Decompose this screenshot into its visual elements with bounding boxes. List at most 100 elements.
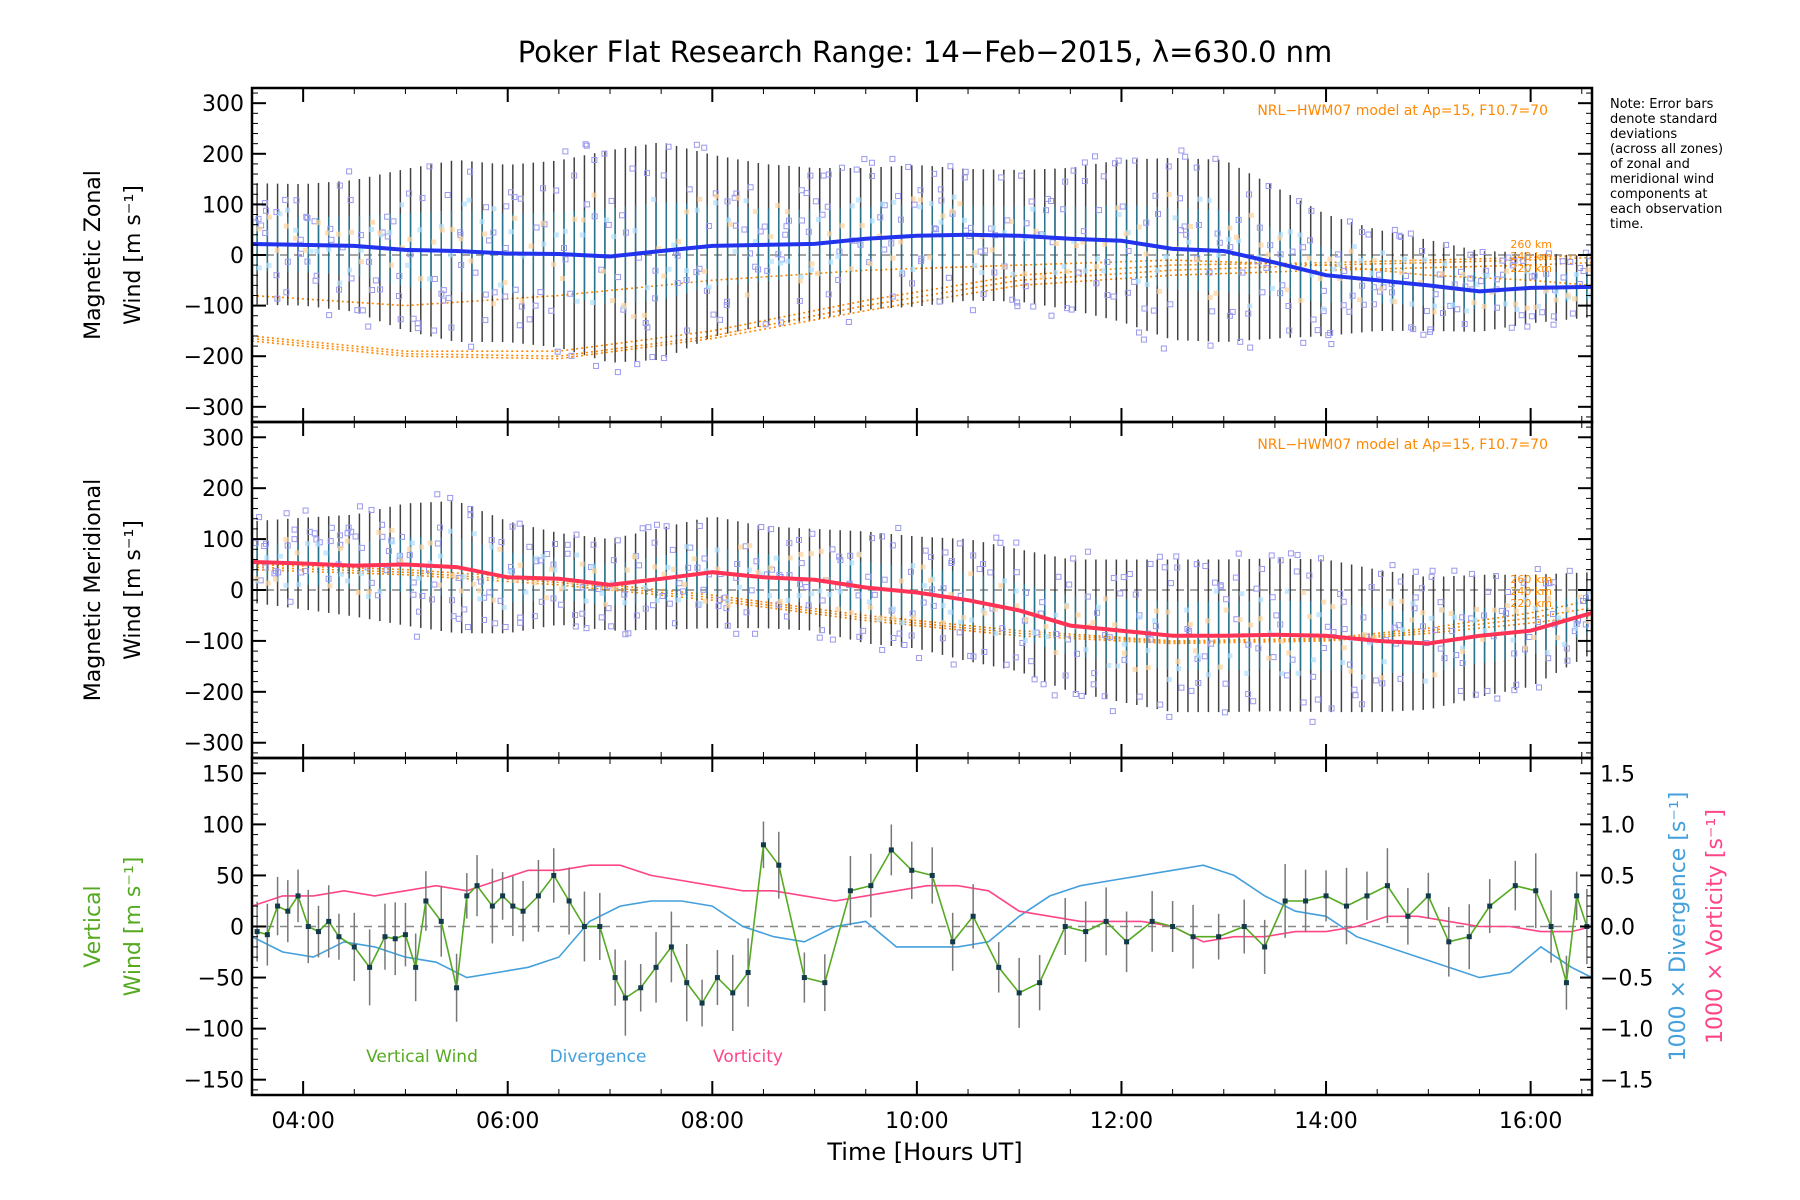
- scatter-marker: [325, 575, 332, 582]
- zone-marker: [798, 551, 804, 557]
- scatter-marker: [733, 630, 740, 637]
- scatter-marker: [757, 228, 764, 235]
- scatter-marker: [1346, 661, 1353, 668]
- scatter-marker: [1454, 306, 1461, 313]
- scatter-marker: [481, 616, 488, 623]
- zone-marker: [517, 562, 523, 568]
- scatter-marker: [1397, 578, 1404, 585]
- zone-marker: [1216, 252, 1222, 258]
- vertical-wind-point: [801, 975, 807, 981]
- zone-marker: [1300, 590, 1306, 596]
- vertical-wind-point: [668, 944, 674, 950]
- scatter-marker: [1534, 619, 1541, 626]
- zone-marker: [1053, 650, 1059, 656]
- scatter-marker: [1227, 244, 1234, 251]
- scatter-marker: [1289, 248, 1296, 255]
- zone-marker: [438, 224, 444, 230]
- zone-marker: [266, 214, 272, 220]
- zone-marker: [479, 219, 485, 225]
- scatter-marker: [414, 325, 421, 332]
- scatter-marker: [1484, 588, 1491, 595]
- scatter-marker: [889, 293, 896, 300]
- scatter-marker: [686, 186, 693, 193]
- zone-marker: [1379, 675, 1385, 681]
- scatter-marker: [829, 546, 836, 553]
- scatter-marker: [498, 539, 505, 546]
- zone-marker: [283, 223, 289, 229]
- zone-marker: [272, 576, 278, 582]
- y-tick-label: 50: [216, 864, 244, 889]
- zone-marker: [1553, 297, 1559, 303]
- scatter-marker: [1018, 172, 1025, 179]
- zone-marker: [1186, 239, 1192, 245]
- scatter-marker: [1494, 695, 1501, 702]
- zone-marker: [1053, 612, 1059, 618]
- zone-marker: [1369, 270, 1375, 276]
- zone-marker: [1553, 289, 1559, 295]
- zone-marker: [1075, 612, 1081, 618]
- scatter-marker: [1534, 566, 1541, 573]
- scatter-marker: [1259, 565, 1266, 572]
- scatter-marker: [907, 568, 914, 575]
- zone-marker: [1193, 257, 1199, 263]
- vertical-wind-point: [367, 964, 373, 970]
- zone-marker: [344, 578, 350, 584]
- zone-marker: [1572, 626, 1578, 632]
- zone-marker: [961, 614, 967, 620]
- scatter-marker: [1513, 681, 1520, 688]
- x-tick-label: 12:00: [1090, 1109, 1153, 1134]
- scatter-marker: [291, 536, 298, 543]
- zone-marker: [448, 528, 454, 534]
- zone-marker: [738, 544, 744, 550]
- scatter-marker: [557, 601, 564, 608]
- zone-marker: [727, 222, 733, 228]
- zone-marker: [732, 248, 738, 254]
- scatter-marker: [981, 648, 988, 655]
- scatter-marker: [1310, 673, 1317, 680]
- zone-marker: [713, 200, 719, 206]
- scatter-marker: [1222, 680, 1229, 687]
- vertical-wind-point: [1241, 924, 1247, 929]
- y-tick-label: 100: [202, 813, 244, 838]
- zone-marker: [377, 230, 383, 236]
- zone-marker: [991, 225, 997, 231]
- zone-marker: [869, 218, 875, 224]
- zone-marker: [900, 620, 906, 626]
- scatter-marker: [1577, 264, 1584, 271]
- scatter-marker: [366, 258, 373, 265]
- vertical-wind-point: [1190, 934, 1196, 940]
- scatter-marker: [1136, 329, 1143, 336]
- scatter-marker: [1232, 574, 1239, 581]
- zone-marker: [1248, 212, 1254, 218]
- scatter-marker: [614, 369, 621, 376]
- scatter-marker: [741, 226, 748, 233]
- scatter-marker: [579, 584, 586, 591]
- zone-marker: [574, 552, 580, 558]
- scatter-marker: [1365, 231, 1372, 238]
- vertical-wind-point: [776, 862, 782, 868]
- zone-marker: [1585, 618, 1591, 624]
- scatter-marker: [1202, 563, 1209, 570]
- scatter-marker: [1550, 611, 1557, 618]
- vertical-wind-point: [351, 944, 357, 950]
- zone-marker: [849, 560, 855, 566]
- scatter-marker: [939, 635, 946, 642]
- zone-marker: [1514, 307, 1520, 313]
- scatter-marker: [1090, 681, 1097, 688]
- scatter-marker: [356, 503, 363, 510]
- zone-marker: [1474, 606, 1480, 612]
- zone-marker: [676, 597, 682, 603]
- zone-marker: [958, 619, 964, 625]
- scatter-marker: [1437, 645, 1444, 652]
- scatter-marker: [1207, 342, 1214, 349]
- zone-marker: [898, 239, 904, 245]
- zone-marker: [520, 253, 526, 259]
- zone-marker: [1137, 614, 1143, 620]
- vertical-wind-point: [581, 924, 587, 929]
- zone-marker: [579, 232, 585, 238]
- scatter-marker: [1235, 216, 1242, 223]
- zone-marker: [590, 564, 596, 570]
- scatter-marker: [930, 602, 937, 609]
- scatter-marker: [809, 530, 816, 537]
- zone-marker: [714, 547, 720, 553]
